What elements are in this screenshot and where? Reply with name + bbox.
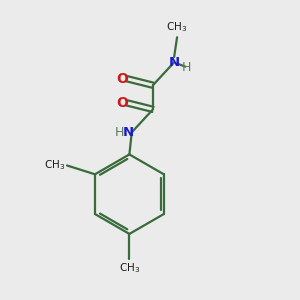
Text: CH$_3$: CH$_3$ <box>119 261 140 275</box>
Text: H: H <box>115 126 124 139</box>
Text: N: N <box>169 56 180 69</box>
Text: N: N <box>123 126 134 139</box>
Text: H: H <box>182 61 191 74</box>
Text: O: O <box>116 72 128 86</box>
Text: O: O <box>116 96 128 110</box>
Text: CH$_3$: CH$_3$ <box>44 159 65 172</box>
Text: CH$_3$: CH$_3$ <box>167 20 188 34</box>
